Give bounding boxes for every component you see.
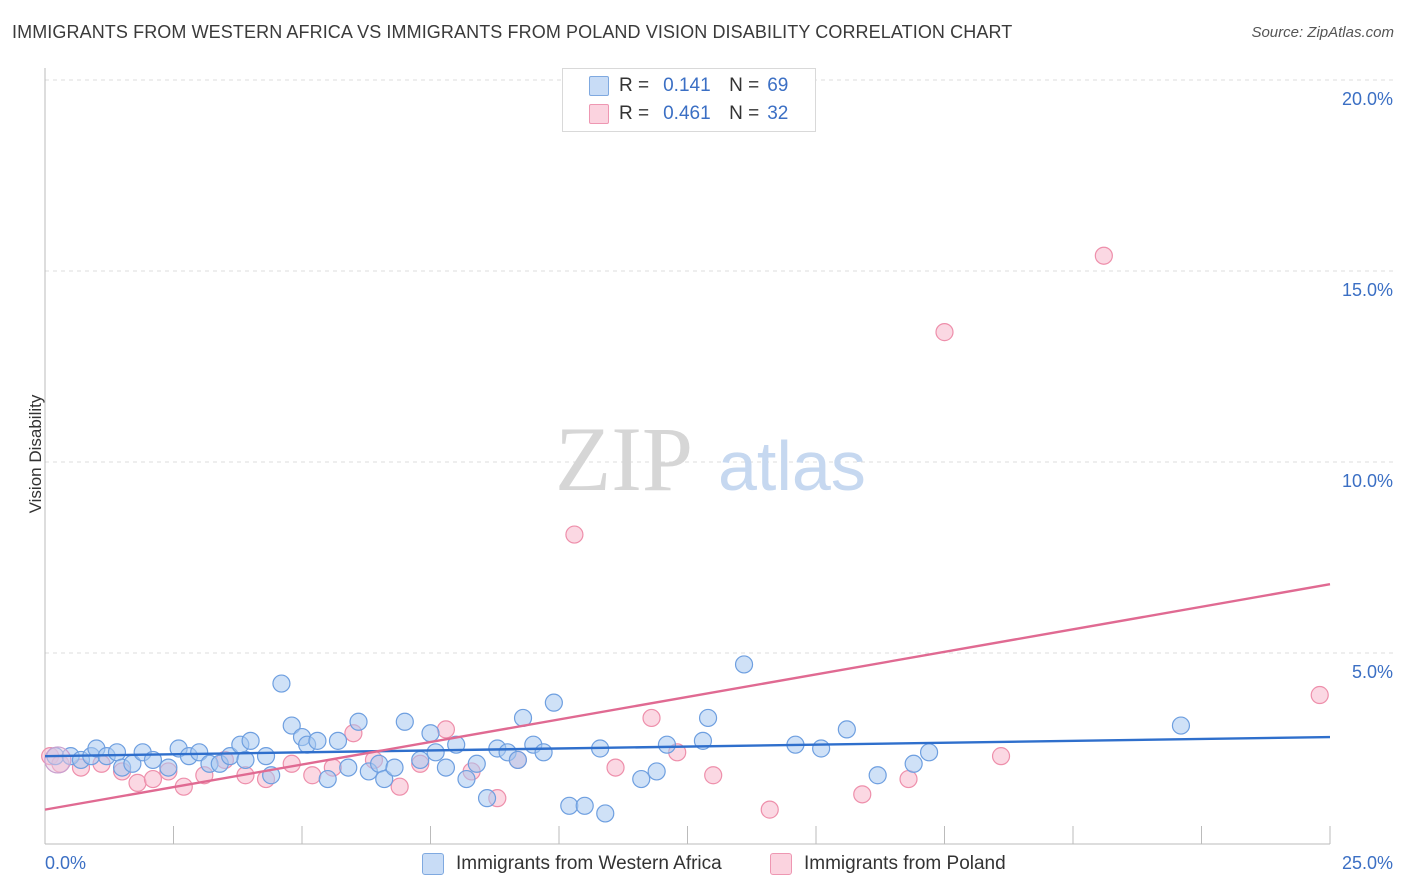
- point-western-africa: [375, 769, 394, 789]
- x-tick-label-max: 25.0%: [1342, 853, 1393, 873]
- y-axis-label: Vision Disability: [26, 394, 45, 514]
- point-western-africa: [477, 789, 497, 808]
- point-western-africa: [272, 674, 291, 693]
- point-western-africa: [698, 708, 718, 728]
- point-western-africa: [328, 731, 348, 750]
- point-western-africa: [534, 743, 553, 762]
- point-poland: [1310, 685, 1329, 705]
- legend-r-label: R =: [619, 103, 650, 124]
- point-poland: [143, 769, 163, 789]
- watermark-zip: ZIP: [555, 408, 693, 510]
- chart-title: IMMIGRANTS FROM WESTERN AFRICA VS IMMIGR…: [12, 22, 1013, 42]
- tick-labels: 5.0% 10.0% 15.0% 20.0% 0.0% 25.0%: [45, 89, 1393, 873]
- point-western-africa: [395, 712, 414, 731]
- point-western-africa: [1171, 716, 1191, 735]
- point-poland: [1094, 246, 1113, 265]
- point-poland: [760, 800, 779, 819]
- legend-row-western-africa: R = 0.141 N = 69: [589, 74, 789, 98]
- point-western-africa: [159, 758, 178, 777]
- bottom-legend-swatch-blue: [422, 853, 444, 875]
- data-points: [41, 246, 1329, 823]
- bottom-legend-western-africa: Immigrants from Western Africa: [422, 850, 722, 878]
- point-western-africa: [596, 804, 615, 823]
- legend-n-label: N =: [729, 103, 760, 124]
- point-western-africa: [467, 754, 486, 773]
- legend-n-value: 32: [767, 103, 789, 124]
- point-poland: [853, 785, 872, 804]
- point-western-africa: [370, 754, 389, 773]
- point-western-africa: [236, 750, 255, 770]
- point-poland: [565, 525, 584, 544]
- axes: [44, 68, 1331, 845]
- point-poland: [899, 769, 918, 789]
- point-western-africa: [349, 712, 368, 731]
- point-poland: [606, 758, 625, 777]
- legend-r-label: R =: [619, 75, 650, 96]
- point-western-africa: [256, 747, 276, 766]
- correlation-legend: R = 0.141 N = 69 R = 0.461 N = 32: [562, 68, 816, 132]
- legend-r-value: 0.461: [663, 103, 711, 124]
- y-tick-label: 5.0%: [1352, 662, 1393, 682]
- point-western-africa: [411, 750, 430, 770]
- point-western-africa: [339, 758, 358, 777]
- watermark: ZIP atlas: [555, 408, 866, 510]
- legend-swatch-blue: [589, 76, 609, 96]
- point-poland: [282, 754, 301, 773]
- point-western-africa: [282, 716, 301, 735]
- legend-r-value: 0.141: [663, 75, 711, 96]
- point-western-africa: [241, 731, 260, 750]
- point-western-africa: [426, 743, 445, 762]
- point-poland: [704, 766, 723, 785]
- point-cluster-origin: [44, 746, 72, 774]
- point-western-africa: [190, 743, 209, 762]
- point-poland: [303, 766, 322, 785]
- point-western-africa: [575, 796, 594, 815]
- point-western-africa: [107, 743, 127, 762]
- point-western-africa: [868, 766, 887, 785]
- point-western-africa: [657, 735, 677, 754]
- bottom-legend-swatch-pink: [770, 853, 792, 875]
- point-poland: [390, 777, 409, 796]
- legend-row-poland: R = 0.461 N = 32: [589, 102, 789, 126]
- trend-line-poland: [44, 583, 1331, 811]
- point-western-africa: [421, 724, 440, 743]
- grid-lines: [45, 79, 1395, 654]
- point-poland: [935, 323, 954, 342]
- point-western-africa: [812, 739, 831, 758]
- point-poland: [128, 773, 147, 792]
- point-western-africa: [544, 693, 563, 712]
- point-poland: [436, 720, 456, 739]
- point-western-africa: [734, 655, 754, 674]
- y-tick-label: 20.0%: [1342, 89, 1393, 109]
- point-western-africa: [508, 750, 527, 770]
- point-western-africa: [837, 720, 856, 739]
- point-western-africa: [647, 762, 666, 781]
- point-poland: [642, 708, 661, 728]
- point-western-africa: [308, 731, 327, 750]
- legend-n-label: N =: [729, 75, 760, 96]
- bottom-legend-label: Immigrants from Western Africa: [456, 853, 722, 874]
- y-tick-label: 15.0%: [1342, 280, 1393, 300]
- point-western-africa: [318, 769, 337, 789]
- legend-swatch-pink: [589, 104, 609, 124]
- point-western-africa: [385, 758, 404, 777]
- bottom-legend-poland: Immigrants from Poland: [770, 850, 1006, 878]
- watermark-atlas: atlas: [718, 427, 866, 505]
- x-tick-label-min: 0.0%: [45, 853, 86, 873]
- point-western-africa: [632, 769, 651, 789]
- point-western-africa: [560, 796, 579, 815]
- source-credit: Source: ZipAtlas.com: [1251, 24, 1394, 41]
- point-western-africa: [457, 769, 476, 789]
- point-western-africa: [436, 758, 456, 777]
- trend-lines: [44, 583, 1331, 811]
- point-western-africa: [919, 743, 939, 762]
- point-poland: [991, 747, 1011, 766]
- point-western-africa: [904, 754, 923, 773]
- bottom-legend-label: Immigrants from Poland: [804, 853, 1006, 874]
- y-tick-label: 10.0%: [1342, 471, 1393, 491]
- legend-n-value: 69: [767, 75, 789, 96]
- trend-line-western-africa: [44, 735, 1331, 758]
